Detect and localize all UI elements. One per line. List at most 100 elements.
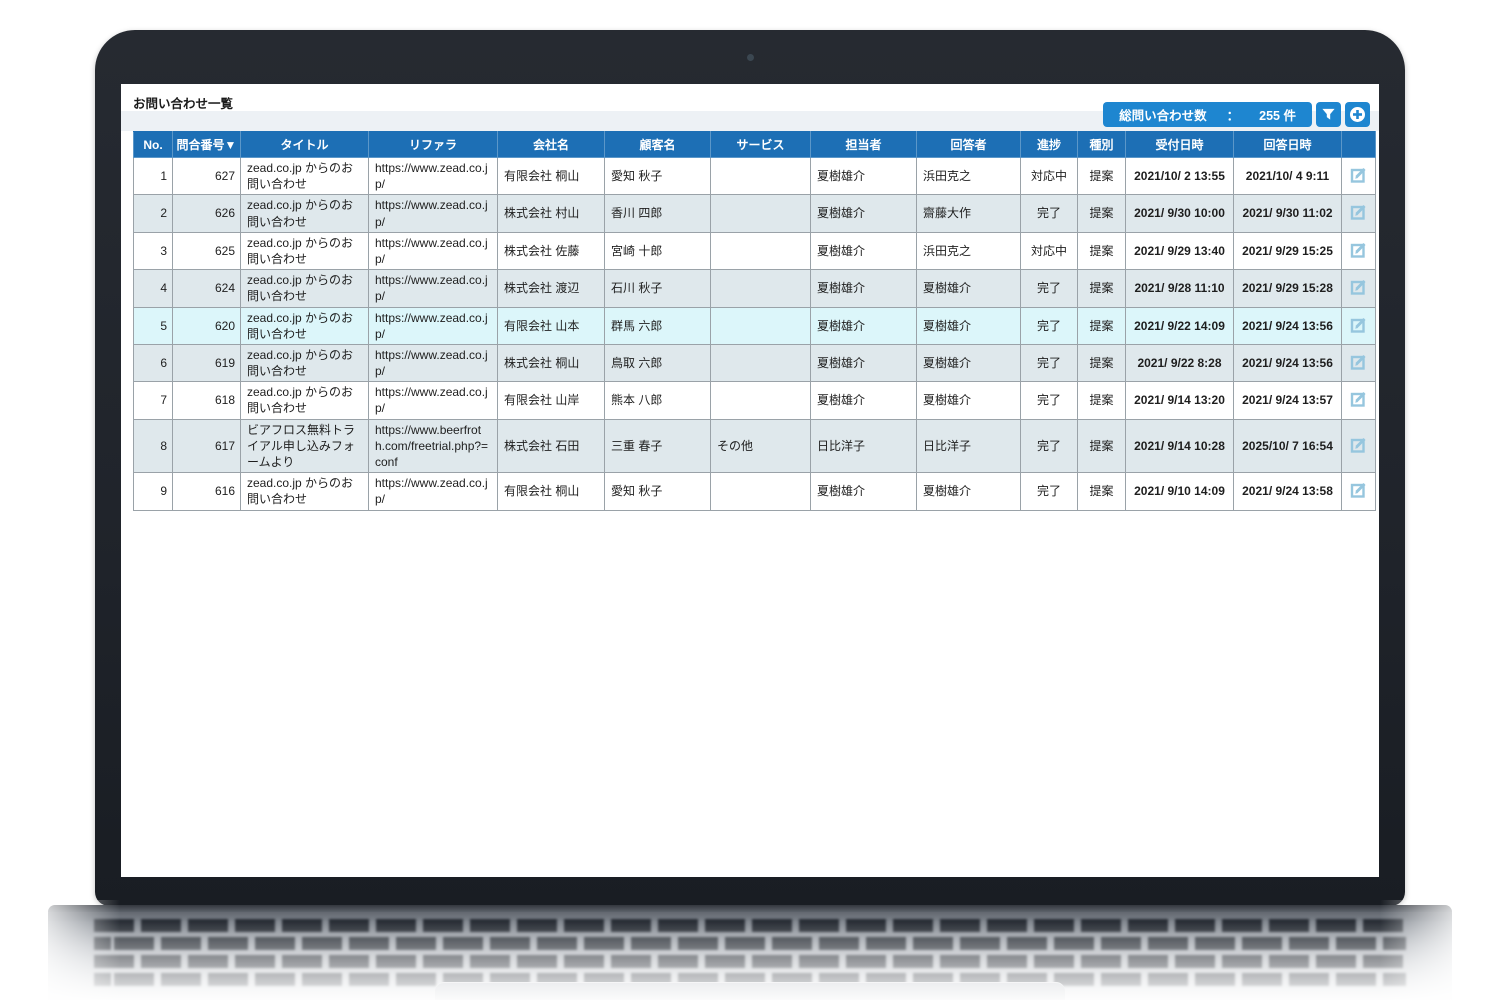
edit-button[interactable] xyxy=(1348,351,1370,373)
column-header-10[interactable]: 種別 xyxy=(1077,131,1126,158)
laptop-screen: お問い合わせ一覧 総問い合わせ数 ： 255 件 xyxy=(121,84,1379,877)
column-header-4[interactable]: 会社名 xyxy=(497,131,605,158)
edit-button[interactable] xyxy=(1348,276,1370,298)
column-header-12[interactable]: 回答日時 xyxy=(1233,131,1342,158)
answered-at-cell: 2021/ 9/30 11:02 xyxy=(1233,194,1342,233)
customer-link[interactable]: 三重 春子 xyxy=(604,418,711,474)
type-cell: 提案 xyxy=(1077,343,1126,383)
edit-icon xyxy=(1350,437,1366,453)
table-row: 9 616 zead.co.jp からのお問い合わせ https://www.zead… xyxy=(133,472,1376,511)
edit-button[interactable] xyxy=(1348,434,1370,456)
edit-button[interactable] xyxy=(1348,164,1370,186)
type-cell: 提案 xyxy=(1077,194,1126,233)
column-header-9[interactable]: 進捗 xyxy=(1020,131,1078,158)
company-cell: 株式会社 村山 xyxy=(497,194,605,233)
customer-link[interactable]: 愛知 秋子 xyxy=(604,156,711,196)
table-row: 2 626 zead.co.jp からのお問い合わせ https://www.zead… xyxy=(133,194,1376,233)
edit-icon xyxy=(1350,168,1366,183)
edit-button[interactable] xyxy=(1348,239,1370,261)
edit-cell xyxy=(1341,306,1376,345)
assignee-link[interactable]: 夏樹雄介 xyxy=(810,343,917,383)
responder-link[interactable]: 齋藤大作 xyxy=(916,194,1021,233)
edit-icon xyxy=(1350,483,1366,498)
edit-button[interactable] xyxy=(1348,388,1370,410)
edit-icon xyxy=(1350,354,1366,370)
received-at-cell: 2021/ 9/14 13:20 xyxy=(1125,381,1234,420)
assignee-link[interactable]: 日比洋子 xyxy=(810,418,917,474)
referrer-cell: https://www.zead.co.jp/ xyxy=(368,194,498,233)
received-at-cell: 2021/ 9/29 13:40 xyxy=(1125,231,1234,271)
assignee-link[interactable]: 夏樹雄介 xyxy=(810,269,917,308)
responder-link[interactable]: 夏樹雄介 xyxy=(916,381,1021,420)
edit-icon xyxy=(1350,280,1366,295)
inquiry-number-cell: 619 xyxy=(172,343,241,383)
assignee-link[interactable]: 夏樹雄介 xyxy=(810,231,917,271)
progress-cell: 完了 xyxy=(1020,472,1078,511)
inquiry-number-cell: 616 xyxy=(172,472,241,511)
assignee-link[interactable]: 夏樹雄介 xyxy=(810,156,917,196)
title-cell: zead.co.jp からのお問い合わせ xyxy=(240,306,369,345)
answered-at-cell: 2021/ 9/24 13:56 xyxy=(1233,306,1342,345)
row-number-cell: 5 xyxy=(133,306,173,345)
edit-icon xyxy=(1350,317,1366,333)
type-cell: 提案 xyxy=(1077,306,1126,345)
row-number-cell: 7 xyxy=(133,381,173,420)
responder-link[interactable]: 浜田克之 xyxy=(916,231,1021,271)
column-header-11[interactable]: 受付日時 xyxy=(1125,131,1234,158)
assignee-link[interactable]: 夏樹雄介 xyxy=(810,306,917,345)
referrer-cell: https://www.beerfroth.com/freetrial.php?… xyxy=(368,418,498,474)
responder-link[interactable]: 浜田克之 xyxy=(916,156,1021,196)
customer-link[interactable]: 宮崎 十郎 xyxy=(604,231,711,271)
responder-link[interactable]: 夏樹雄介 xyxy=(916,343,1021,383)
edit-button[interactable] xyxy=(1348,201,1370,223)
column-header-3[interactable]: リファラ xyxy=(368,131,498,158)
inquiry-number-cell: 618 xyxy=(172,381,241,420)
company-cell: 株式会社 渡辺 xyxy=(497,269,605,308)
edit-button[interactable] xyxy=(1348,479,1370,501)
edit-icon xyxy=(1350,242,1366,258)
referrer-cell: https://www.zead.co.jp/ xyxy=(368,231,498,271)
add-button[interactable] xyxy=(1345,102,1370,127)
funnel-icon xyxy=(1322,108,1335,120)
column-header-13[interactable] xyxy=(1341,131,1376,158)
column-header-8[interactable]: 回答者 xyxy=(916,131,1021,158)
referrer-cell: https://www.zead.co.jp/ xyxy=(368,381,498,420)
column-header-6[interactable]: サービス xyxy=(710,131,811,158)
service-cell xyxy=(710,231,811,271)
assignee-link[interactable]: 夏樹雄介 xyxy=(810,472,917,511)
customer-link[interactable]: 鳥取 六郎 xyxy=(604,343,711,383)
toolbar: 総問い合わせ数 ： 255 件 xyxy=(1103,102,1370,127)
column-header-0[interactable]: No. xyxy=(133,131,173,158)
edit-icon xyxy=(1350,205,1366,221)
responder-link[interactable]: 日比洋子 xyxy=(916,418,1021,474)
company-cell: 有限会社 山岸 xyxy=(497,381,605,420)
customer-link[interactable]: 愛知 秋子 xyxy=(604,472,711,511)
toolbar-band xyxy=(121,111,1379,131)
column-header-7[interactable]: 担当者 xyxy=(810,131,917,158)
service-cell xyxy=(710,156,811,196)
customer-link[interactable]: 石川 秋子 xyxy=(604,269,711,308)
responder-link[interactable]: 夏樹雄介 xyxy=(916,306,1021,345)
assignee-link[interactable]: 夏樹雄介 xyxy=(810,194,917,233)
answered-at-cell: 2025/10/ 7 16:54 xyxy=(1233,418,1342,474)
received-at-cell: 2021/ 9/22 8:28 xyxy=(1125,343,1234,383)
edit-button[interactable] xyxy=(1348,314,1370,336)
column-header-2[interactable]: タイトル xyxy=(240,131,369,158)
responder-link[interactable]: 夏樹雄介 xyxy=(916,269,1021,308)
inquiry-number-cell: 627 xyxy=(172,156,241,196)
answered-at-cell: 2021/ 9/29 15:28 xyxy=(1233,269,1342,308)
assignee-link[interactable]: 夏樹雄介 xyxy=(810,381,917,420)
column-header-1[interactable]: 問合番号▼ xyxy=(172,131,241,158)
customer-link[interactable]: 熊本 八郎 xyxy=(604,381,711,420)
service-cell xyxy=(710,269,811,308)
column-header-5[interactable]: 顧客名 xyxy=(604,131,711,158)
customer-link[interactable]: 香川 四郎 xyxy=(604,194,711,233)
responder-link[interactable]: 夏樹雄介 xyxy=(916,472,1021,511)
title-cell: ビアフロス無料トライアル申し込みフォームより xyxy=(240,418,369,474)
received-at-cell: 2021/ 9/30 10:00 xyxy=(1125,194,1234,233)
edit-cell xyxy=(1341,381,1376,420)
row-number-cell: 8 xyxy=(133,418,173,474)
progress-cell: 完了 xyxy=(1020,418,1078,474)
customer-link[interactable]: 群馬 六郎 xyxy=(604,306,711,345)
filter-button[interactable] xyxy=(1316,102,1341,127)
